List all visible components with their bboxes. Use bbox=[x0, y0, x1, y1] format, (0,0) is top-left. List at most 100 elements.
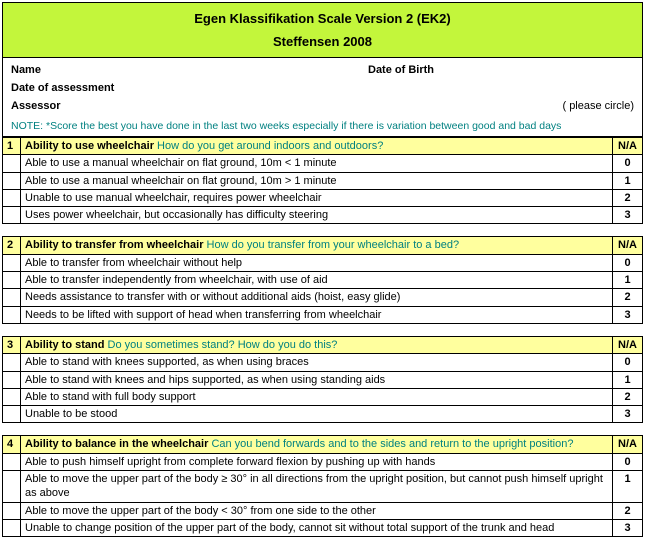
section-header-row: 1Ability to use wheelchair How do you ge… bbox=[3, 138, 643, 155]
section-header-row: 2Ability to transfer from wheelchair How… bbox=[3, 237, 643, 254]
row-desc: Able to use a manual wheelchair on flat … bbox=[21, 172, 613, 189]
section-table: 2Ability to transfer from wheelchair How… bbox=[2, 236, 643, 323]
section-table: 3 Ability to stand Do you sometimes stand… bbox=[2, 336, 643, 423]
row-num-cell bbox=[3, 189, 21, 206]
section-header-row: 3Ability to stand Do you sometimes stand… bbox=[3, 336, 643, 353]
row-desc: Needs to be lifted with support of head … bbox=[21, 306, 613, 323]
row-score[interactable]: 3 bbox=[613, 306, 643, 323]
row-score[interactable]: 0 bbox=[613, 254, 643, 271]
section-title-cell: Ability to balance in the wheelchair Can… bbox=[21, 436, 613, 453]
section-title: Ability to transfer from wheelchair bbox=[25, 239, 207, 251]
na-header: N/A bbox=[613, 138, 643, 155]
row-score[interactable]: 2 bbox=[613, 502, 643, 519]
row-desc: Able to stand with full body support bbox=[21, 388, 613, 405]
row-score[interactable]: 0 bbox=[613, 453, 643, 470]
row-num-cell bbox=[3, 172, 21, 189]
row-desc: Uses power wheelchair, but occasionally … bbox=[21, 207, 613, 224]
table-row: Able to transfer from wheelchair without… bbox=[3, 254, 643, 271]
table-row: Uses power wheelchair, but occasionally … bbox=[3, 207, 643, 224]
subtitle: Steffensen 2008 bbox=[3, 34, 642, 49]
row-num-cell bbox=[3, 354, 21, 371]
section-gap bbox=[2, 423, 643, 435]
table-row: Able to move the upper part of the body … bbox=[3, 471, 643, 503]
section-gap bbox=[2, 224, 643, 236]
table-row: Able to use a manual wheelchair on flat … bbox=[3, 172, 643, 189]
table-row: Able to move the upper part of the body … bbox=[3, 502, 643, 519]
table-row: Unable to use manual wheelchair, require… bbox=[3, 189, 643, 206]
note: NOTE: *Score the best you have done in t… bbox=[11, 118, 634, 134]
row-desc: Able to use a manual wheelchair on flat … bbox=[21, 155, 613, 172]
info-row-doa: Date of assessment bbox=[11, 82, 634, 94]
na-header: N/A bbox=[613, 336, 643, 353]
section-title-cell: Ability to use wheelchair How do you get… bbox=[21, 138, 613, 155]
table-row: Able to stand with knees and hips suppor… bbox=[3, 371, 643, 388]
table-row: Able to stand with knees supported, as w… bbox=[3, 354, 643, 371]
row-score[interactable]: 0 bbox=[613, 354, 643, 371]
section-number: 2 bbox=[3, 237, 21, 254]
row-desc: Able to move the upper part of the body … bbox=[21, 471, 613, 503]
row-score[interactable]: 1 bbox=[613, 272, 643, 289]
row-score[interactable]: 3 bbox=[613, 406, 643, 423]
section-question: Do you sometimes stand? How do you do th… bbox=[108, 339, 338, 351]
section-title-cell: Ability to stand Do you sometimes stand?… bbox=[21, 336, 613, 353]
title: Egen Klassifikation Scale Version 2 (EK2… bbox=[3, 11, 642, 26]
row-num-cell bbox=[3, 406, 21, 423]
section-header-row: 4Ability to balance in the wheelchair Ca… bbox=[3, 436, 643, 453]
name-label: Name bbox=[11, 64, 41, 76]
row-num-cell bbox=[3, 207, 21, 224]
row-score[interactable]: 1 bbox=[613, 172, 643, 189]
assessor-label: Assessor bbox=[11, 100, 61, 112]
row-num-cell bbox=[3, 254, 21, 271]
table-row: Unable to change position of the upper p… bbox=[3, 519, 643, 536]
row-desc: Unable to be stood bbox=[21, 406, 613, 423]
row-score[interactable]: 1 bbox=[613, 371, 643, 388]
row-desc: Able to push himself upright from comple… bbox=[21, 453, 613, 470]
table-row: Needs assistance to transfer with or wit… bbox=[3, 289, 643, 306]
section-table: 4Ability to balance in the wheelchair Ca… bbox=[2, 435, 643, 537]
row-score[interactable]: 3 bbox=[613, 207, 643, 224]
row-desc: Able to transfer independently from whee… bbox=[21, 272, 613, 289]
table-row: Unable to be stood3 bbox=[3, 406, 643, 423]
row-score[interactable]: 3 bbox=[613, 519, 643, 536]
row-desc: Able to transfer from wheelchair without… bbox=[21, 254, 613, 271]
section-title: Ability to use wheelchair bbox=[25, 140, 157, 152]
table-row: Able to push himself upright from comple… bbox=[3, 453, 643, 470]
title-block: Egen Klassifikation Scale Version 2 (EK2… bbox=[2, 2, 643, 58]
row-num-cell bbox=[3, 155, 21, 172]
section-question: How do you transfer from your wheelchair… bbox=[207, 239, 460, 251]
section-title-cell: Ability to transfer from wheelchair How … bbox=[21, 237, 613, 254]
sections: 1Ability to use wheelchair How do you ge… bbox=[2, 137, 643, 537]
info-block: Name Date of Birth Date of assessment As… bbox=[2, 58, 643, 137]
row-num-cell bbox=[3, 453, 21, 470]
row-num-cell bbox=[3, 519, 21, 536]
row-desc: Unable to use manual wheelchair, require… bbox=[21, 189, 613, 206]
row-desc: Unable to change position of the upper p… bbox=[21, 519, 613, 536]
row-score[interactable]: 2 bbox=[613, 189, 643, 206]
na-header: N/A bbox=[613, 237, 643, 254]
table-row: Needs to be lifted with support of head … bbox=[3, 306, 643, 323]
row-desc: Able to stand with knees supported, as w… bbox=[21, 354, 613, 371]
section-title: Ability to balance in the wheelchair bbox=[25, 438, 211, 450]
row-desc: Able to move the upper part of the body … bbox=[21, 502, 613, 519]
row-desc: Needs assistance to transfer with or wit… bbox=[21, 289, 613, 306]
dob-label: Date of Birth bbox=[368, 64, 434, 76]
please-circle: ( please circle) bbox=[562, 100, 634, 112]
row-num-cell bbox=[3, 289, 21, 306]
section-table: 1Ability to use wheelchair How do you ge… bbox=[2, 137, 643, 224]
row-score[interactable]: 2 bbox=[613, 289, 643, 306]
row-score[interactable]: 0 bbox=[613, 155, 643, 172]
row-num-cell bbox=[3, 306, 21, 323]
row-num-cell bbox=[3, 272, 21, 289]
section-number: 1 bbox=[3, 138, 21, 155]
section-question: How do you get around indoors and outdoo… bbox=[157, 140, 383, 152]
row-num-cell bbox=[3, 502, 21, 519]
row-num-cell bbox=[3, 371, 21, 388]
row-score[interactable]: 1 bbox=[613, 471, 643, 503]
section-number: 4 bbox=[3, 436, 21, 453]
row-score[interactable]: 2 bbox=[613, 388, 643, 405]
row-num-cell bbox=[3, 388, 21, 405]
row-num-cell bbox=[3, 471, 21, 503]
document: Egen Klassifikation Scale Version 2 (EK2… bbox=[2, 2, 643, 537]
info-row-assessor: Assessor ( please circle) bbox=[11, 100, 634, 112]
section-question: Can you bend forwards and to the sides a… bbox=[211, 438, 573, 450]
